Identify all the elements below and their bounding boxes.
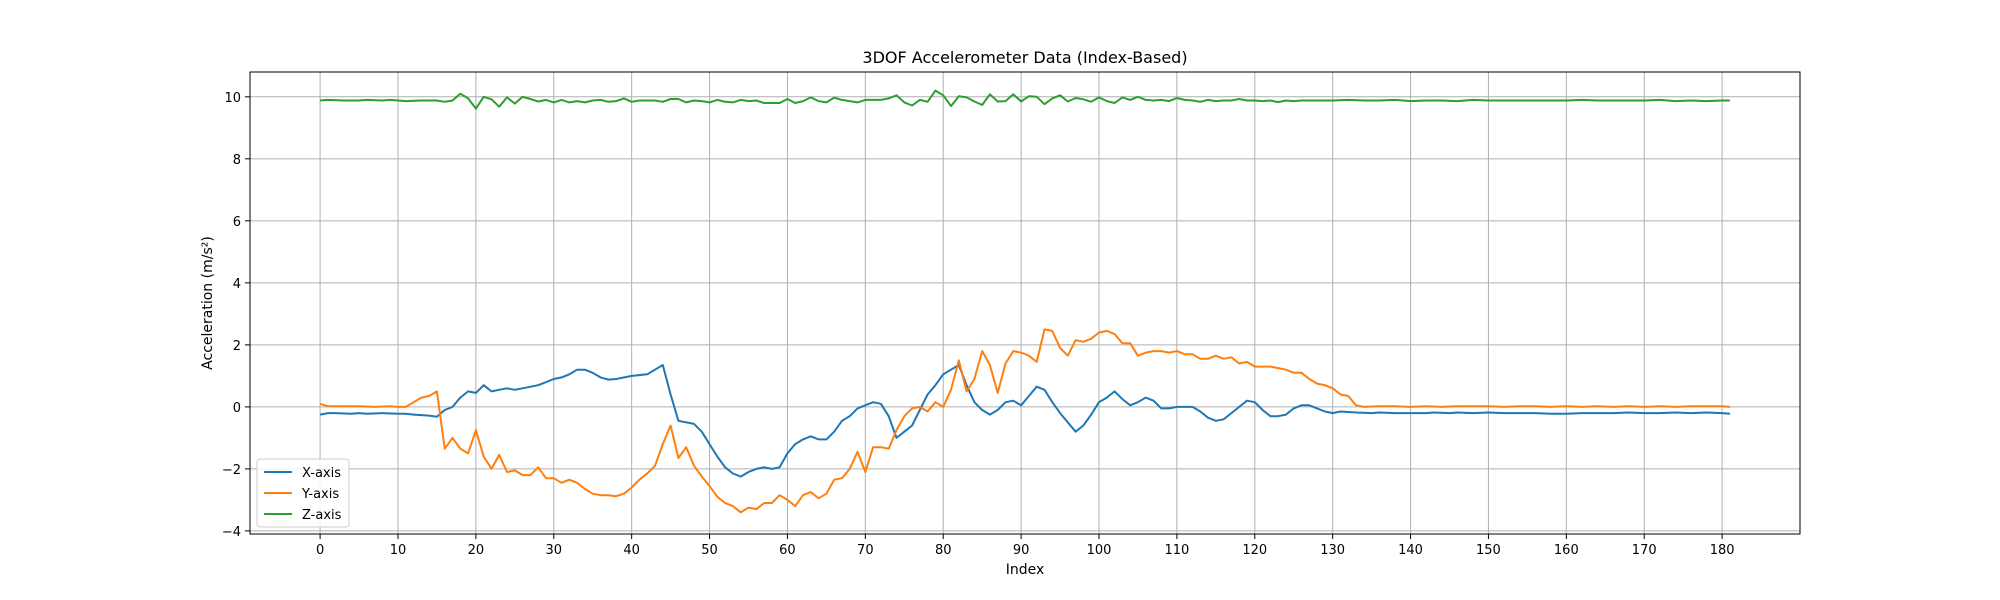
x-tick-label: 120 [1242, 543, 1267, 558]
x-tick-label: 70 [857, 543, 874, 558]
y-tick-label: 10 [224, 91, 241, 106]
x-axis-ticks: 0 10 20 30 40 50 60 70 80 90 100 110 120 130 140 150 160… [316, 534, 1735, 558]
y-axis-ticks: −4 −2 0 2 4 6 8 10 [222, 91, 250, 540]
x-tick-label: 140 [1398, 543, 1423, 558]
series-line-y-axis [319, 328, 1730, 514]
plot-frame [249, 71, 1801, 535]
x-axis-label: Index [1006, 562, 1045, 578]
x-tick-label: 90 [1013, 543, 1030, 558]
y-tick-label: 4 [233, 277, 241, 292]
x-tick-label: 0 [316, 543, 324, 558]
x-tick-label: 60 [779, 543, 796, 558]
y-tick-label: −4 [222, 525, 241, 540]
grid-lines [250, 72, 1800, 534]
x-tick-label: 50 [701, 543, 718, 558]
x-tick-label: 40 [623, 543, 640, 558]
x-tick-label: 180 [1710, 543, 1735, 558]
series-line-x-axis [319, 364, 1730, 478]
x-tick-label: 30 [545, 543, 562, 558]
x-tick-label: 80 [935, 543, 952, 558]
x-tick-label: 170 [1632, 543, 1657, 558]
series-layer [319, 89, 1730, 514]
x-tick-label: 10 [390, 543, 407, 558]
legend-label-x: X-axis [302, 466, 341, 481]
y-axis-label: Acceleration (m/s²) [200, 236, 216, 370]
y-tick-label: 8 [233, 153, 241, 168]
legend-box [256, 458, 350, 528]
y-tick-label: 6 [233, 215, 241, 230]
x-tick-label: 160 [1554, 543, 1579, 558]
x-tick-label: 110 [1164, 543, 1189, 558]
y-tick-label: 0 [233, 401, 241, 416]
x-tick-label: 100 [1087, 543, 1112, 558]
legend-label-y: Y-axis [301, 487, 339, 502]
x-tick-label: 20 [468, 543, 485, 558]
legend: X-axis Y-axis Z-axis [256, 458, 350, 528]
x-tick-label: 130 [1320, 543, 1345, 558]
series-line-z-axis [320, 89, 1730, 110]
chart-title: 3DOF Accelerometer Data (Index-Based) [862, 48, 1187, 67]
x-tick-label: 150 [1476, 543, 1501, 558]
y-tick-label: 2 [233, 339, 241, 354]
y-tick-label: −2 [222, 463, 241, 478]
legend-label-z: Z-axis [302, 508, 342, 523]
